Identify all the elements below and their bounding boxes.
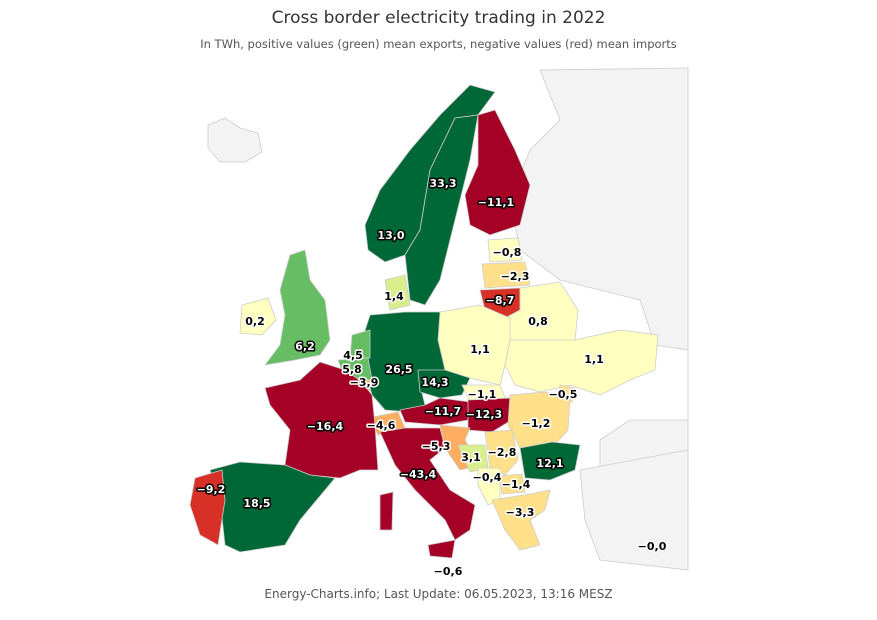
country-romania[interactable] — [507, 391, 571, 451]
label-italy: −43,4 — [400, 468, 437, 481]
label-finland: −11,1 — [478, 196, 514, 209]
country-hungary[interactable] — [467, 397, 516, 433]
label-portugal: −9,2 — [197, 483, 226, 496]
country-france[interactable] — [264, 361, 379, 479]
label-poland: 1,1 — [470, 343, 490, 356]
region-iceland — [207, 117, 263, 163]
label-netherlands: 4,5 — [343, 349, 363, 362]
label-serbia: −2,8 — [488, 446, 517, 459]
label-germany: 26,5 — [385, 363, 412, 376]
country-finland[interactable] — [464, 109, 531, 236]
label-montenegro: −0,4 — [473, 471, 502, 484]
country-estonia[interactable] — [487, 237, 523, 263]
label-malta: −0,6 — [434, 565, 463, 578]
label-slovakia: −1,1 — [468, 388, 497, 401]
label-ireland: 0,2 — [245, 315, 265, 328]
country-uk[interactable] — [264, 249, 331, 366]
country-portugal[interactable] — [189, 469, 226, 546]
country-greece[interactable] — [491, 489, 551, 551]
country-germany[interactable] — [361, 311, 446, 413]
label-macedonia: −1,4 — [502, 478, 531, 491]
label-estonia: −0,8 — [493, 246, 522, 259]
label-sweden: 33,3 — [429, 177, 456, 190]
country-bulgaria[interactable] — [519, 441, 581, 481]
label-lithuania: −8,7 — [486, 294, 515, 307]
label-belgium: 5,8 — [342, 363, 362, 376]
country-netherlands[interactable] — [349, 329, 371, 359]
country-italy-sicily[interactable] — [427, 539, 456, 559]
country-serbia[interactable] — [484, 429, 519, 476]
label-switzerland: −4,6 — [367, 419, 396, 432]
country-italy[interactable] — [379, 427, 476, 541]
country-latvia[interactable] — [481, 261, 531, 289]
country-macedonia[interactable] — [499, 473, 526, 495]
label-denmark: 1,4 — [384, 290, 404, 303]
label-romania: −1,2 — [522, 417, 551, 430]
label-austria: −11,7 — [425, 405, 461, 418]
country-czech[interactable] — [417, 369, 471, 399]
label-slovenia: −5,3 — [422, 440, 451, 453]
label-norway: 13,0 — [377, 229, 404, 242]
country-denmark[interactable] — [384, 274, 411, 311]
label-luxembourg: −3,9 — [350, 376, 379, 389]
label-hungary: −12,3 — [466, 408, 502, 421]
country-spain[interactable] — [209, 461, 336, 553]
label-ukraine: 1,1 — [584, 353, 604, 366]
label-moldova: −0,5 — [549, 388, 578, 401]
label-belarus: 0,8 — [528, 315, 548, 328]
chart-credits[interactable]: Energy-Charts.info; Last Update: 06.05.2… — [264, 587, 613, 601]
label-bulgaria: 12,1 — [536, 457, 563, 470]
label-spain: 18,5 — [243, 497, 270, 510]
label-czech: 14,3 — [421, 376, 448, 389]
country-italy-sardinia[interactable] — [379, 491, 394, 531]
chart-subtitle: In TWh, positive values (green) mean exp… — [200, 37, 677, 51]
label-greece: −3,3 — [506, 506, 535, 519]
label-turkey: −0,0 — [638, 540, 667, 553]
chart-title: Cross border electricity trading in 2022 — [271, 8, 606, 28]
label-france: −16,4 — [307, 420, 344, 433]
label-latvia: −2,3 — [501, 270, 530, 283]
label-bosnia: 3,1 — [461, 451, 481, 464]
country-ukraine[interactable] — [504, 329, 659, 396]
country-sweden[interactable] — [404, 114, 479, 306]
country-ireland[interactable] — [239, 297, 277, 336]
label-uk: 6,2 — [295, 340, 315, 353]
region-turkey — [579, 449, 689, 571]
